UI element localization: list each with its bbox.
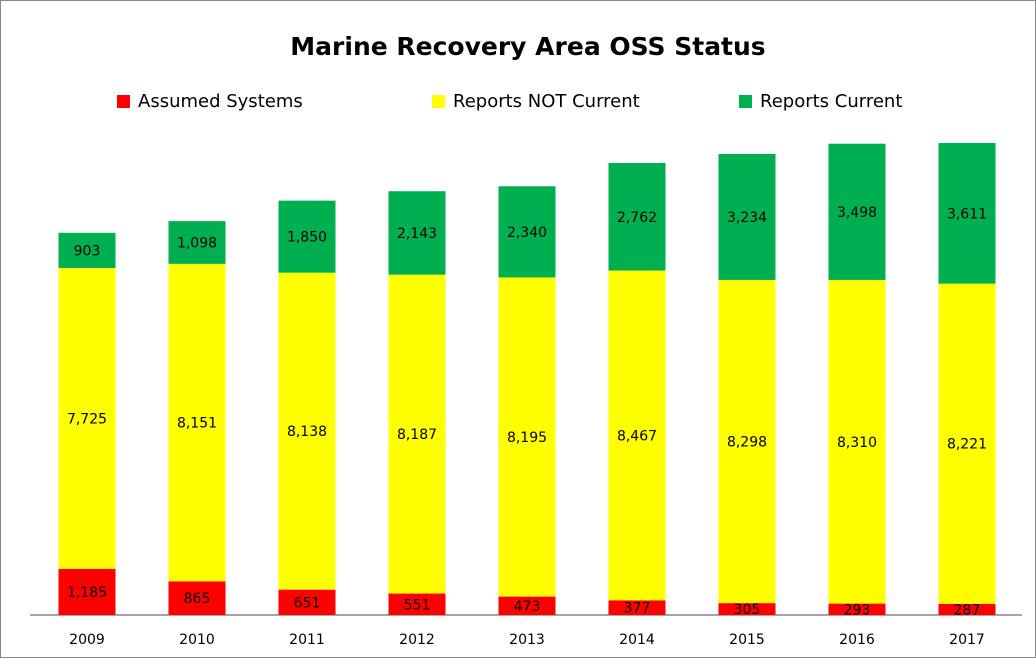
bar-segment (388, 593, 446, 615)
x-tick-label: 2010 (179, 632, 215, 648)
data-label: 8,298 (727, 435, 767, 451)
data-label: 8,151 (177, 416, 217, 432)
data-label: 1,185 (67, 585, 107, 601)
bar-segment (388, 274, 446, 594)
bar-segment (388, 191, 446, 275)
legend-swatch (739, 95, 752, 108)
legend-swatch (117, 95, 130, 108)
legend-label: Reports Current (760, 91, 902, 112)
data-label: 903 (74, 243, 101, 259)
data-label: 2,340 (507, 225, 547, 241)
bar-segment (718, 603, 776, 615)
bar-segment (168, 221, 226, 264)
data-label: 1,850 (287, 230, 327, 246)
bar-segment (828, 143, 886, 280)
data-label: 8,310 (837, 435, 877, 451)
bar-segment (278, 272, 336, 590)
bar-segment (498, 277, 556, 597)
bar-segment (938, 143, 996, 284)
x-tick-label: 2013 (509, 632, 545, 648)
bar-segment (828, 279, 886, 604)
data-label: 8,467 (617, 428, 657, 444)
bar-segment (168, 263, 226, 582)
x-tick-label: 2011 (289, 632, 325, 648)
data-label: 2,762 (617, 210, 657, 226)
data-label: 865 (184, 591, 211, 607)
data-label: 7,725 (67, 411, 107, 427)
legend-label: Reports NOT Current (453, 91, 640, 112)
bar-segment (58, 232, 116, 268)
x-tick-label: 2012 (399, 632, 435, 648)
x-tick-label: 2016 (839, 632, 875, 648)
data-label: 3,234 (727, 210, 767, 226)
data-label: 377 (624, 601, 651, 617)
bar-segment (938, 603, 996, 615)
data-label: 3,611 (947, 206, 987, 222)
bar-segment (828, 603, 886, 615)
data-label: 8,187 (397, 427, 437, 443)
data-label: 293 (844, 602, 871, 618)
bar-segment (938, 283, 996, 604)
data-label: 3,498 (837, 205, 877, 221)
bar-segment (58, 267, 116, 569)
bar-segment (498, 596, 556, 615)
chart-title: Marine Recovery Area OSS Status (290, 32, 765, 61)
bar-segment (608, 600, 666, 615)
bar-segment (278, 200, 336, 273)
data-label: 8,138 (287, 424, 327, 440)
x-tick-label: 2015 (729, 632, 765, 648)
bar-segment (608, 270, 666, 601)
data-label: 305 (734, 602, 761, 618)
x-tick-label: 2009 (69, 632, 105, 648)
bar-segment (278, 589, 336, 615)
data-label: 8,221 (947, 437, 987, 453)
legend-label: Assumed Systems (138, 91, 303, 112)
bar-segment (718, 279, 776, 604)
bar-segment (718, 153, 776, 280)
data-label: 8,195 (507, 430, 547, 446)
bar-segment (608, 162, 666, 271)
data-label: 551 (404, 597, 431, 613)
data-label: 2,143 (397, 226, 437, 242)
bar-segment (498, 186, 556, 278)
data-label: 1,098 (177, 235, 217, 251)
x-tick-label: 2014 (619, 632, 655, 648)
legend-swatch (432, 95, 445, 108)
data-label: 287 (954, 602, 981, 618)
data-label: 473 (514, 599, 541, 615)
data-label: 651 (294, 595, 321, 611)
bar-segment (58, 568, 116, 615)
x-tick-label: 2017 (949, 632, 985, 648)
bar-segment (168, 581, 226, 615)
